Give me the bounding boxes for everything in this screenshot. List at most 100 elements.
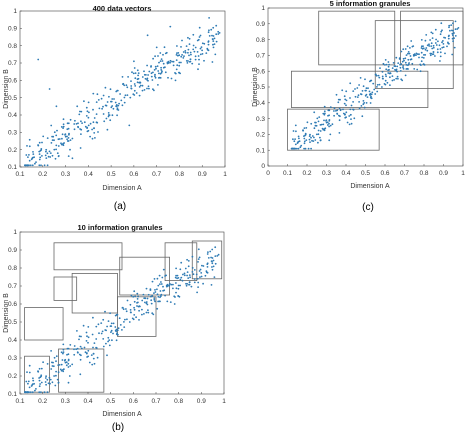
data-point: [111, 339, 113, 342]
data-point: [399, 63, 401, 66]
data-point: [407, 52, 409, 55]
data-point: [188, 274, 191, 276]
data-point: [157, 55, 159, 57]
data-point: [164, 71, 167, 74]
data-point: [122, 83, 124, 85]
data-point: [95, 121, 98, 124]
x-tick-label: 0.9: [198, 171, 207, 178]
y-tick-label: 1: [13, 8, 17, 15]
data-point: [55, 148, 57, 151]
data-point: [112, 332, 114, 335]
data-point: [162, 62, 165, 65]
data-point: [46, 378, 49, 381]
data-point: [101, 107, 103, 110]
data-point: [350, 118, 352, 120]
data-point: [126, 299, 129, 302]
data-point: [174, 276, 177, 279]
data-point: [126, 318, 128, 321]
data-point: [189, 276, 192, 279]
data-point: [138, 86, 141, 88]
data-point: [197, 68, 199, 71]
panel-a-y-tick-labels: 0.1 0.2 0.3 0.4 0.5 0.6 0.7 0.8 0.9 1: [8, 8, 22, 171]
data-point: [377, 74, 380, 77]
data-point: [73, 353, 76, 356]
data-point: [55, 370, 57, 373]
data-point: [344, 116, 347, 119]
data-point: [57, 371, 60, 374]
data-point: [151, 312, 154, 315]
data-point: [431, 32, 434, 35]
data-point: [139, 84, 142, 87]
data-point: [369, 92, 372, 95]
data-point: [387, 69, 389, 72]
data-point: [166, 62, 169, 65]
data-point: [32, 377, 34, 380]
data-point: [403, 59, 405, 62]
data-point: [452, 40, 454, 43]
data-point: [38, 153, 41, 156]
data-point: [197, 38, 200, 41]
data-point: [32, 153, 35, 156]
data-point: [308, 138, 311, 141]
data-point: [54, 384, 57, 387]
x-tick-label: 0.6: [380, 170, 389, 177]
panel-c-x-tick-labels: 0 0.1 0.2 0.3 0.4 0.5 0.6 0.7 0.8 0.9 1: [266, 164, 465, 177]
data-point: [28, 154, 30, 156]
data-point: [183, 55, 185, 57]
panel-a-x-axis-label: Dimension A: [102, 185, 142, 192]
data-point: [92, 108, 94, 111]
data-point: [130, 80, 132, 82]
data-point: [41, 141, 43, 144]
data-point: [425, 47, 428, 49]
y-tick-label: 0.9: [8, 26, 17, 33]
data-point: [57, 364, 60, 366]
data-point: [345, 111, 348, 114]
data-point: [57, 138, 60, 141]
data-point: [119, 93, 121, 95]
data-point: [191, 255, 194, 258]
data-point: [352, 108, 354, 111]
data-point: [145, 287, 148, 290]
data-point: [56, 152, 59, 155]
data-point: [208, 17, 211, 19]
data-point: [106, 354, 108, 357]
data-point: [395, 77, 398, 80]
data-point: [415, 54, 417, 56]
data-point: [44, 381, 47, 383]
data-point: [122, 308, 125, 311]
data-point: [34, 389, 36, 392]
data-point: [201, 49, 204, 52]
x-tick-label: 0.9: [439, 170, 448, 177]
data-point: [408, 62, 410, 64]
panel-b-x-tick-labels: 0.1 0.2 0.3 0.4 0.5 0.6 0.7 0.8 0.9 1: [15, 392, 226, 405]
data-point: [193, 269, 196, 271]
y-tick-label: 0.4: [256, 100, 265, 107]
data-point: [182, 273, 184, 276]
data-point: [49, 378, 52, 381]
data-point: [206, 266, 209, 268]
data-point: [210, 256, 213, 259]
data-point: [53, 375, 55, 377]
data-point: [137, 72, 140, 74]
data-point: [176, 274, 179, 277]
data-point: [196, 291, 199, 294]
data-point: [69, 118, 72, 121]
data-point: [385, 68, 388, 71]
x-tick-label: 1: [223, 171, 227, 178]
data-point: [150, 75, 153, 78]
data-point: [59, 368, 62, 371]
data-point: [176, 277, 179, 280]
data-point: [133, 290, 136, 293]
data-point: [313, 111, 316, 114]
data-point: [88, 111, 90, 114]
granule-box: [287, 108, 380, 151]
data-point: [57, 145, 60, 147]
data-point: [207, 40, 210, 43]
data-point: [69, 344, 72, 346]
data-point: [294, 124, 297, 127]
data-point: [73, 348, 75, 351]
data-point: [92, 92, 95, 95]
data-point: [360, 105, 363, 107]
data-point: [66, 347, 69, 350]
data-point: [107, 336, 110, 339]
